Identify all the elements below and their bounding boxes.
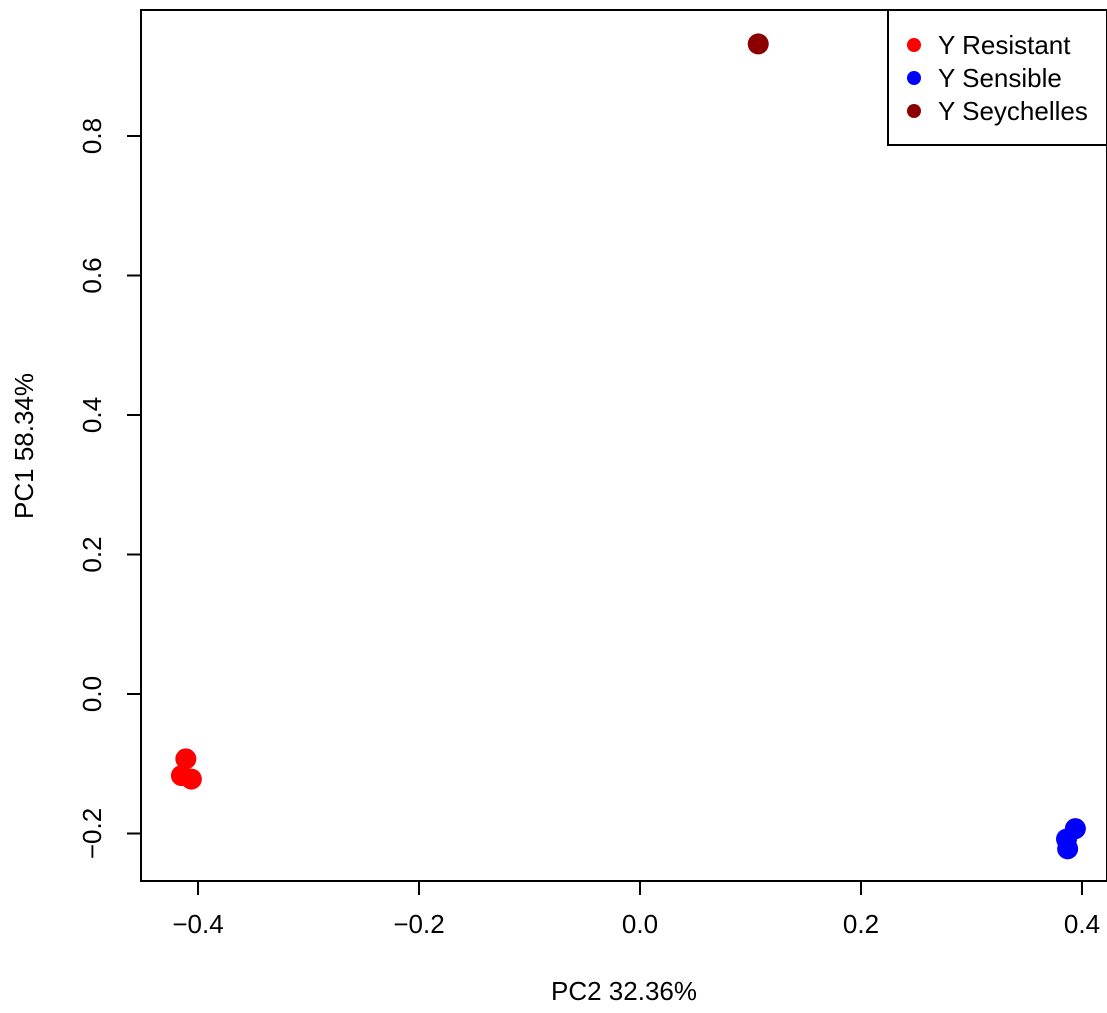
y-tick-label: −0.2: [77, 808, 107, 859]
data-point: [180, 768, 202, 790]
x-tick-label: 0.4: [1064, 909, 1100, 939]
y-tick-label: 0.0: [77, 676, 107, 712]
data-points: [170, 33, 1086, 860]
x-axis: −0.4 −0.2 0.0 0.2 0.4: [172, 880, 1100, 939]
legend-label: Y Seychelles: [938, 96, 1088, 126]
legend-marker: [907, 38, 921, 52]
y-tick-label: 0.8: [77, 118, 107, 154]
legend-label: Y Sensible: [938, 63, 1062, 93]
data-point: [747, 33, 769, 55]
x-tick-label: 0.2: [843, 909, 879, 939]
x-tick-label: −0.4: [172, 909, 223, 939]
y-axis-title: PC1 58.34%: [9, 373, 39, 519]
y-tick-label: 0.2: [77, 536, 107, 572]
y-axis: −0.2 0.0 0.2 0.4 0.6 0.8: [77, 118, 142, 859]
legend-box: [887, 9, 1107, 146]
x-axis-title: PC2 32.36%: [551, 976, 697, 1006]
legend-marker: [907, 104, 921, 118]
data-point: [1057, 838, 1079, 860]
x-tick-label: −0.2: [393, 909, 444, 939]
legend-label: Y Resistant: [938, 30, 1071, 60]
x-tick-label: 0.0: [622, 909, 658, 939]
y-tick-label: 0.6: [77, 257, 107, 293]
y-tick-label: 0.4: [77, 397, 107, 433]
legend-marker: [907, 71, 921, 85]
data-point: [175, 748, 197, 770]
